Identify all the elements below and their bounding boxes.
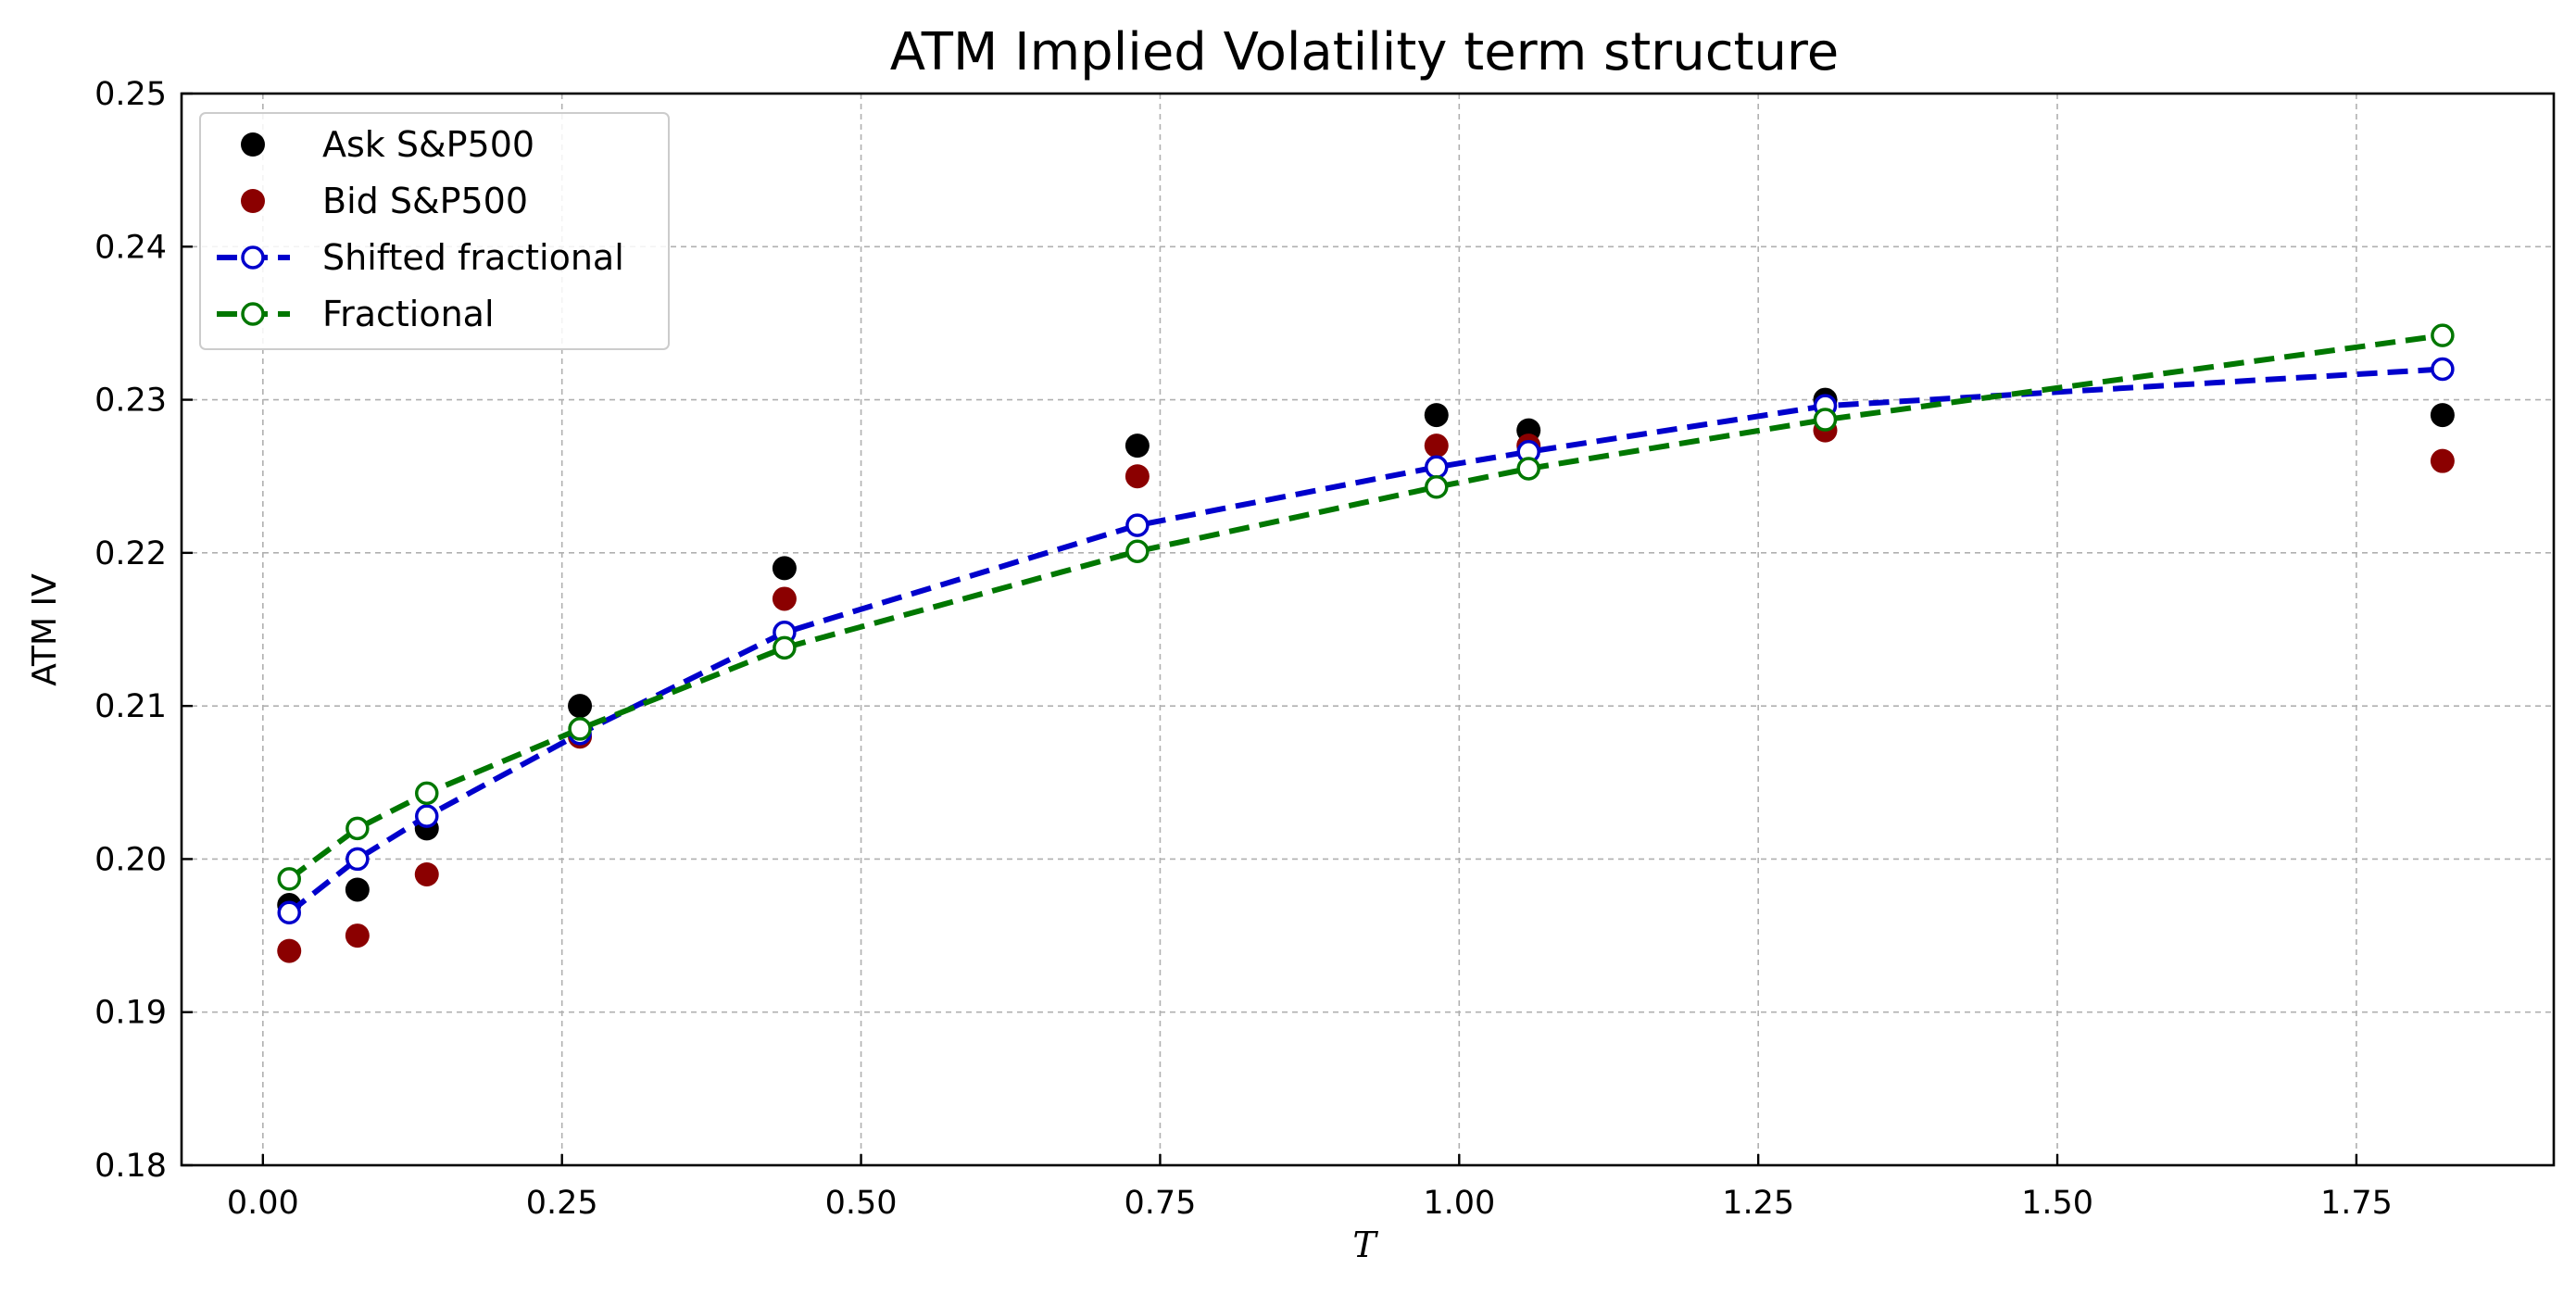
data-point <box>414 861 439 886</box>
data-point <box>1125 433 1150 459</box>
series-line <box>287 366 2444 915</box>
legend-label: Bid S&P500 <box>322 181 528 221</box>
y-tick-label: 0.18 <box>94 1148 167 1185</box>
data-point <box>345 877 370 902</box>
legend-marker <box>241 302 265 326</box>
y-tick-label: 0.21 <box>94 688 167 725</box>
data-point <box>345 923 370 949</box>
y-tick-label: 0.20 <box>94 841 167 878</box>
series-3 <box>277 323 2455 891</box>
data-point <box>2430 448 2455 473</box>
legend-marker <box>241 245 265 270</box>
y-tick-label: 0.19 <box>94 995 167 1032</box>
legend: Ask S&P500 Bid S&P500 Shifted fractional Fr… <box>199 112 670 350</box>
data-point <box>1125 513 1150 537</box>
data-point <box>415 804 439 828</box>
data-point <box>346 816 370 841</box>
legend-item: Ask S&P500 <box>241 124 534 165</box>
x-tick-label: 1.25 <box>1722 1185 1794 1222</box>
data-point <box>1424 403 1449 428</box>
chart-title: ATM Implied Volatility term structure <box>890 22 1839 82</box>
series-0 <box>277 387 2455 918</box>
data-point <box>1125 539 1150 563</box>
data-point <box>346 847 370 872</box>
data-point <box>277 938 302 963</box>
legend-box <box>199 112 670 350</box>
x-tick-label: 0.75 <box>1124 1185 1196 1222</box>
data-point <box>2431 323 2455 347</box>
data-point <box>2430 403 2455 428</box>
x-tick-label: 1.00 <box>1423 1185 1495 1222</box>
legend-item: Bid S&P500 <box>241 181 528 221</box>
data-point <box>568 694 593 719</box>
data-point <box>1424 433 1449 459</box>
data-point <box>1425 455 1449 480</box>
x-tick-label: 0.00 <box>227 1185 299 1222</box>
data-point <box>1813 408 1838 432</box>
data-point <box>772 586 797 611</box>
data-point <box>772 556 797 581</box>
legend-label: Ask S&P500 <box>322 124 534 165</box>
legend-marker <box>241 189 265 213</box>
legend-item: Shifted fractional <box>217 237 624 278</box>
legend-label: Fractional <box>322 294 495 334</box>
data-point <box>568 717 592 741</box>
x-tick-label: 1.75 <box>2320 1185 2393 1222</box>
y-tick-label: 0.22 <box>94 535 167 572</box>
data-point <box>1516 457 1540 481</box>
axis-ticks: 0.00 0.25 0.50 0.75 1.00 1.25 1.50 1.75 0.18 0.19… <box>94 76 2393 1222</box>
y-tick-label: 0.25 <box>94 76 167 113</box>
data-point <box>773 635 797 660</box>
data-point <box>415 781 439 806</box>
x-tick-label: 1.50 <box>2021 1185 2093 1222</box>
x-axis-label: T <box>1352 1225 1378 1265</box>
legend-label: Shifted fractional <box>322 237 624 278</box>
legend-item: Fractional <box>217 294 495 334</box>
plot-area <box>277 323 2455 963</box>
x-tick-label: 0.25 <box>526 1185 598 1222</box>
data-point <box>1425 475 1449 499</box>
data-point <box>277 900 301 925</box>
y-tick-label: 0.23 <box>94 383 167 420</box>
y-axis-label: ATM IV <box>26 573 64 686</box>
plot-frame <box>180 92 2556 1167</box>
series-2 <box>277 357 2455 925</box>
legend-marker <box>241 132 265 157</box>
y-tick-label: 0.24 <box>94 229 167 266</box>
x-tick-label: 0.50 <box>825 1185 898 1222</box>
data-point <box>1125 464 1150 489</box>
series-line <box>287 333 2444 882</box>
data-point <box>277 867 301 891</box>
data-point <box>2431 357 2455 382</box>
